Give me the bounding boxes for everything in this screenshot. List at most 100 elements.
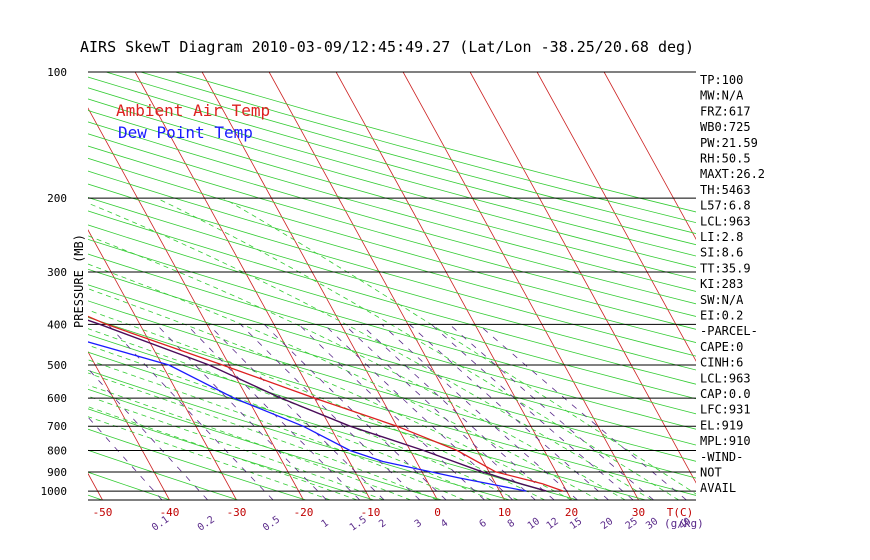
dry-adiabat-line (88, 224, 696, 400)
index-label: MPL:910 (700, 434, 751, 448)
isotherm-line (88, 472, 103, 500)
index-label: RH:50.5 (700, 152, 751, 166)
dry-adiabat-line (88, 210, 696, 385)
mixing-ratio-line (156, 324, 327, 500)
series-line-ambient-air-temp (88, 315, 564, 492)
mixing-ratio-tick-label: 0.2 (196, 514, 217, 533)
y-axis-label: PRESSURE (MB) (72, 234, 86, 328)
moist-adiabat-line (88, 372, 438, 500)
mixing-ratio-lines (88, 323, 687, 500)
moist-adiabat-line (88, 202, 653, 500)
moist-adiabat-line (88, 344, 492, 500)
dry-adiabat-line (88, 449, 239, 500)
mixing-ratio-tick-label: 0.5 (261, 514, 282, 533)
legend-air-temp: Ambient Air Temp (116, 101, 270, 120)
index-label: L57:6.8 (700, 199, 751, 213)
index-label: MAXT:26.2 (700, 167, 765, 181)
index-label: -PARCEL- (700, 324, 758, 338)
isotherm-line (469, 72, 696, 484)
index-label: CAPE:0 (700, 340, 743, 354)
mixing-ratio-line (449, 324, 654, 500)
dry-adiabat-line (88, 197, 696, 371)
dry-adiabat-line (88, 121, 696, 292)
dry-adiabat-line (88, 369, 510, 500)
dry-adiabat-line (88, 316, 696, 496)
dry-adiabat-line (88, 110, 696, 280)
mixing-ratio-line (240, 324, 421, 500)
isotherm-line (536, 72, 696, 362)
mixing-ratio-line (409, 324, 609, 500)
isotherm-line (402, 72, 639, 500)
mixing-ratio-line (107, 324, 274, 500)
mixing-ratio-line (323, 324, 514, 500)
isotherm-line (268, 72, 505, 500)
mixing-ratio-tick-label: 6 (478, 518, 489, 530)
index-label: FRZ:617 (700, 104, 751, 118)
dry-adiabat-line (88, 494, 103, 500)
mixing-ratio-line (208, 324, 385, 500)
mixing-ratio-tick-label: 4 (439, 518, 450, 530)
index-label: PW:21.59 (700, 136, 758, 150)
mixing-ratio-line (88, 368, 208, 500)
mixing-ratio-tick-label: 30 (644, 516, 660, 532)
dry-adiabat-line (88, 238, 696, 415)
index-label: EI:0.2 (700, 309, 743, 323)
pressure-tick-label: 900 (47, 466, 67, 479)
dry-adiabat-line (88, 268, 696, 446)
index-label: LCL:963 (700, 214, 751, 228)
index-label: KI:283 (700, 277, 743, 291)
tick-labels: 1002003004005006007008009001000-120-110-… (41, 66, 704, 534)
bottom-temp-tick-label: -30 (227, 506, 247, 519)
bottom-axis-unit: T(C) (667, 506, 694, 519)
index-label: LI:2.8 (700, 230, 743, 244)
index-label: AVAIL (700, 481, 736, 495)
mixing-ratio-tick-label: 2 (377, 518, 388, 530)
index-label: LCL:963 (700, 371, 751, 385)
bottom-temp-tick-label: 20 (565, 506, 578, 519)
isotherm-line (603, 72, 696, 240)
isotherm-line (88, 229, 237, 500)
index-label: EL:919 (700, 418, 743, 432)
bottom-temp-tick-label: -50 (93, 506, 113, 519)
pressure-tick-label: 400 (47, 318, 67, 331)
index-label: SI:8.6 (700, 246, 743, 260)
dry-adiabat-line (88, 300, 696, 479)
bottom-temp-tick-label: -20 (294, 506, 314, 519)
index-label: CAP:0.0 (700, 387, 751, 401)
pressure-tick-label: 600 (47, 392, 67, 405)
isotherm-line (88, 107, 304, 500)
mixing-ratio-tick-label: 10 (526, 516, 542, 532)
dry-adiabat-line (88, 170, 696, 344)
mixing-ratio-tick-label: 8 (506, 518, 517, 530)
moist-adiabat-line (88, 263, 599, 500)
series-line-dew-point-temp (88, 341, 527, 492)
moist-adiabat-line (88, 235, 626, 500)
dry-adiabat-line (88, 133, 696, 305)
index-label: CINH:6 (700, 356, 743, 370)
isotherm-line (0, 72, 36, 500)
mixing-ratio-tick-label: 12 (545, 516, 561, 532)
index-label: LFC:931 (700, 403, 751, 417)
bottom-temp-tick-label: -10 (361, 506, 381, 519)
index-label: TH:5463 (700, 183, 751, 197)
pressure-tick-label: 300 (47, 266, 67, 279)
mixing-ratio-tick-label: 1 (320, 518, 331, 530)
bottom-temp-tick-label: 10 (498, 506, 511, 519)
index-label: TT:35.9 (700, 261, 751, 275)
index-label: SW:N/A (700, 293, 744, 307)
mixing-ratio-line (381, 324, 578, 500)
dry-adiabat-line (88, 351, 578, 500)
mixing-ratio-line (343, 324, 536, 500)
bottom-temp-tick-label: 0 (434, 506, 441, 519)
mixing-ratio-line (431, 324, 634, 500)
dry-adiabat-line (88, 98, 696, 269)
legend-dew-point: Dew Point Temp (118, 123, 253, 142)
index-label: MW:N/A (700, 89, 744, 103)
pressure-tick-label: 500 (47, 359, 67, 372)
isotherm-line (134, 72, 371, 500)
mixing-ratio-line (298, 324, 485, 500)
dry-adiabat-line (88, 183, 696, 357)
dry-adiabat-line (88, 253, 696, 430)
pressure-tick-label: 700 (47, 420, 67, 433)
